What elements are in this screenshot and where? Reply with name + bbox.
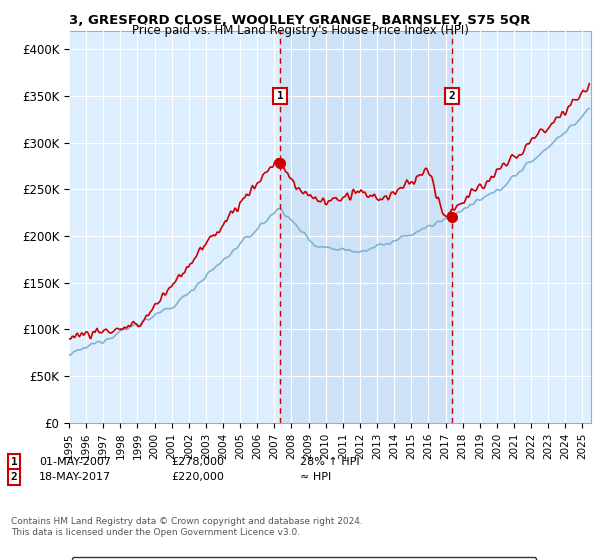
Text: This data is licensed under the Open Government Licence v3.0.: This data is licensed under the Open Gov… bbox=[11, 528, 300, 537]
Legend: 3, GRESFORD CLOSE, WOOLLEY GRANGE, BARNSLEY, S75 5QR (detached house), HPI: Aver: 3, GRESFORD CLOSE, WOOLLEY GRANGE, BARNS… bbox=[71, 557, 536, 560]
Text: 18-MAY-2017: 18-MAY-2017 bbox=[39, 472, 111, 482]
Text: 2: 2 bbox=[449, 91, 455, 101]
Text: ≈ HPI: ≈ HPI bbox=[300, 472, 331, 482]
Text: 01-MAY-2007: 01-MAY-2007 bbox=[39, 457, 111, 467]
Text: £220,000: £220,000 bbox=[171, 472, 224, 482]
Text: 1: 1 bbox=[11, 457, 17, 467]
Text: Contains HM Land Registry data © Crown copyright and database right 2024.: Contains HM Land Registry data © Crown c… bbox=[11, 516, 362, 526]
Bar bbox=[280, 31, 452, 423]
Text: 1: 1 bbox=[277, 91, 283, 101]
Text: £278,000: £278,000 bbox=[171, 457, 224, 467]
Text: 3, GRESFORD CLOSE, WOOLLEY GRANGE, BARNSLEY, S75 5QR: 3, GRESFORD CLOSE, WOOLLEY GRANGE, BARNS… bbox=[70, 14, 530, 27]
Text: 28% ↑ HPI: 28% ↑ HPI bbox=[300, 457, 359, 467]
Text: 2: 2 bbox=[11, 472, 17, 482]
Text: Price paid vs. HM Land Registry's House Price Index (HPI): Price paid vs. HM Land Registry's House … bbox=[131, 24, 469, 37]
